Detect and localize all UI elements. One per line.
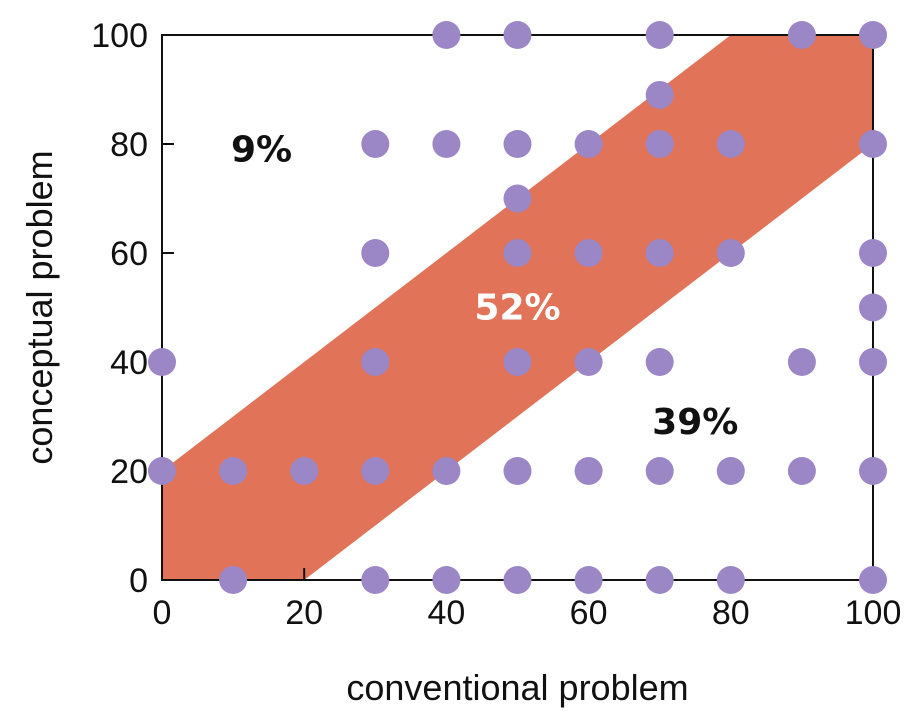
data-point <box>859 566 887 594</box>
region-label-0: 9% <box>231 129 292 170</box>
data-point <box>503 239 532 267</box>
data-point <box>645 348 674 376</box>
data-point <box>645 21 674 49</box>
data-points <box>148 21 887 594</box>
data-point <box>645 80 674 109</box>
y-tick-label-100: 100 <box>91 17 148 55</box>
data-point <box>361 130 390 158</box>
data-point <box>219 566 248 594</box>
region-labels: 9% 52% 39% <box>231 129 738 443</box>
data-point <box>148 457 176 485</box>
data-point <box>645 566 674 594</box>
data-point <box>361 457 390 485</box>
y-tick-label-60: 60 <box>110 235 148 273</box>
data-point <box>645 130 674 158</box>
data-point <box>432 457 461 485</box>
data-point <box>574 130 603 158</box>
data-point <box>716 130 745 158</box>
data-point <box>574 239 603 267</box>
data-point <box>645 239 674 267</box>
y-tick-label-20: 20 <box>110 453 148 491</box>
data-point <box>432 21 461 49</box>
data-point <box>361 566 390 594</box>
x-tick-label-60: 60 <box>570 594 608 632</box>
data-point <box>503 130 532 158</box>
data-point <box>859 239 887 267</box>
x-tick-label-0: 0 <box>153 594 172 632</box>
data-point <box>716 457 745 485</box>
data-point <box>859 130 887 158</box>
data-point <box>859 348 887 376</box>
data-point <box>716 566 745 594</box>
data-point <box>148 348 176 376</box>
data-point <box>503 21 532 49</box>
data-point <box>503 348 532 376</box>
data-point <box>859 293 887 322</box>
data-point <box>574 566 603 594</box>
y-axis-label: conceptual problem <box>19 150 60 464</box>
data-point <box>432 566 461 594</box>
data-point <box>503 566 532 594</box>
data-point <box>859 457 887 485</box>
x-axis-label: conventional problem <box>346 667 688 708</box>
data-point <box>787 348 816 376</box>
data-point <box>503 184 532 213</box>
data-point <box>503 457 532 485</box>
data-point <box>290 457 319 485</box>
data-point <box>361 239 390 267</box>
x-tick-label-20: 20 <box>285 594 323 632</box>
x-tick-label-80: 80 <box>712 594 750 632</box>
x-tick-label-40: 40 <box>427 594 465 632</box>
data-point <box>859 21 887 49</box>
region-label-1: 52% <box>474 288 560 329</box>
data-point <box>574 457 603 485</box>
band-52-percent-region <box>162 35 873 580</box>
region-label-2: 39% <box>652 402 738 443</box>
data-point <box>716 239 745 267</box>
data-point <box>645 457 674 485</box>
data-point <box>787 21 816 49</box>
data-point <box>787 457 816 485</box>
y-tick-label-0: 0 <box>129 562 148 600</box>
y-tick-label-40: 40 <box>110 344 148 382</box>
y-tick-label-80: 80 <box>110 126 148 164</box>
x-tick-label-100: 100 <box>845 594 902 632</box>
data-point <box>219 457 248 485</box>
data-point <box>432 130 461 158</box>
tick-labels: 0 20 40 60 80 100 0 20 40 60 80 100 <box>91 17 901 632</box>
data-point <box>574 348 603 376</box>
data-point <box>361 348 390 376</box>
